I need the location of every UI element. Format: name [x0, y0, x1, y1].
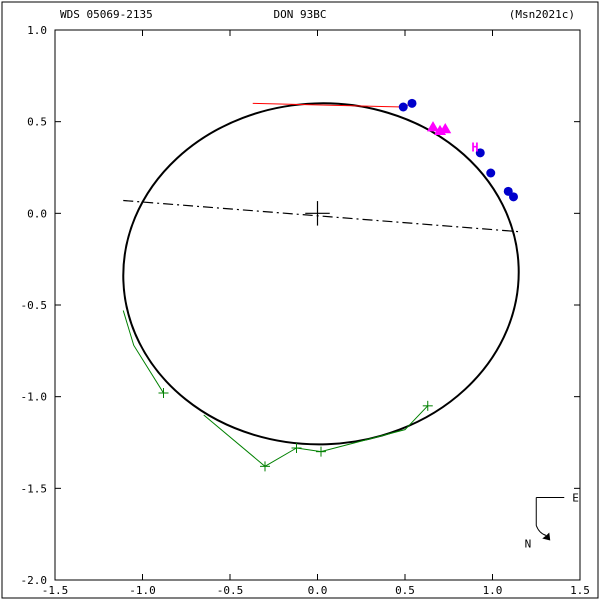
orbit-chart: WDS 05069-2135 DON 93BC (Msn2021c) -1.5 -1.0…: [0, 0, 600, 600]
plot-frame: [55, 30, 580, 580]
x-tick-label: 1.5: [570, 584, 590, 597]
y-tick-label: 1.0: [27, 24, 47, 37]
magenta-h-label: H: [471, 140, 478, 154]
compass-e-label: E: [572, 492, 579, 505]
compass-lines: [536, 498, 564, 526]
x-tick-label: -1.0: [129, 584, 156, 597]
x-tick-label: 1.0: [483, 584, 503, 597]
node-line: [123, 201, 519, 232]
x-tick-label: -0.5: [217, 584, 244, 597]
blue-point: [486, 169, 495, 178]
y-tick-label: 0.0: [27, 207, 47, 220]
green-line: [204, 415, 265, 466]
header-right: (Msn2021c): [509, 8, 575, 21]
compass-n-label: N: [525, 538, 532, 551]
orbit-ellipse: [117, 97, 524, 452]
green-line: [265, 448, 297, 466]
outer-frame: [2, 2, 598, 598]
x-tick-label: 0.0: [308, 584, 328, 597]
compass-arrow: [536, 526, 546, 536]
chart-container: WDS 05069-2135 DON 93BC (Msn2021c) -1.5 -1.0…: [0, 0, 600, 600]
y-tick-label: 0.5: [27, 116, 47, 129]
blue-point: [408, 99, 417, 108]
x-tick-label: 0.5: [395, 584, 415, 597]
compass-arrowhead: [542, 533, 550, 541]
y-tick-label: -1.5: [21, 482, 48, 495]
y-tick-label: -2.0: [21, 574, 48, 587]
header-center: DON 93BC: [274, 8, 327, 21]
blue-point: [509, 192, 518, 201]
y-tick-label: -0.5: [21, 299, 48, 312]
blue-point: [399, 103, 408, 112]
y-tick-label: -1.0: [21, 391, 48, 404]
header-left: WDS 05069-2135: [60, 8, 153, 21]
